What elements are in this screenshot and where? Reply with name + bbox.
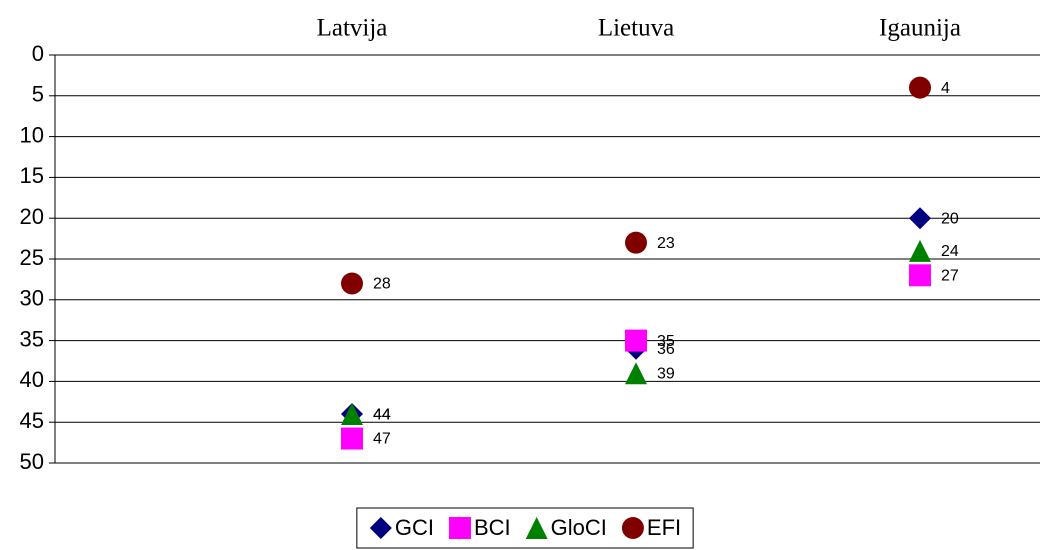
y-tick-label: 5 bbox=[32, 82, 44, 107]
category-label: Latvija bbox=[317, 15, 388, 42]
value-label: 24 bbox=[941, 243, 959, 260]
marker-square bbox=[625, 329, 647, 352]
marker-triangle bbox=[341, 403, 363, 426]
marker-triangle bbox=[525, 517, 548, 539]
y-tick-label: 45 bbox=[20, 408, 44, 433]
value-label: 23 bbox=[657, 235, 675, 252]
value-label: 4 bbox=[941, 80, 950, 97]
legend-label: GCI bbox=[395, 515, 434, 540]
y-tick-label: 20 bbox=[20, 204, 44, 229]
y-tick-label: 15 bbox=[20, 163, 44, 188]
y-tick-label: 0 bbox=[32, 41, 44, 66]
marker-triangle bbox=[909, 239, 931, 262]
marker-circle bbox=[621, 517, 644, 539]
y-tick-label: 25 bbox=[20, 245, 44, 270]
value-label: 39 bbox=[657, 365, 675, 382]
category-label: Lietuva bbox=[598, 15, 674, 42]
y-tick-label: 30 bbox=[20, 286, 44, 311]
marker-square bbox=[341, 427, 363, 450]
y-tick-label: 35 bbox=[20, 326, 44, 351]
value-label: 47 bbox=[373, 431, 391, 448]
category-label: Igaunija bbox=[879, 15, 961, 42]
value-label: 44 bbox=[373, 406, 391, 423]
value-label: 44 bbox=[373, 406, 391, 423]
marker-square bbox=[909, 264, 931, 287]
value-label: 28 bbox=[373, 276, 391, 293]
marker-diamond bbox=[909, 207, 931, 230]
marker-square bbox=[448, 517, 471, 539]
marker-circle bbox=[909, 76, 931, 99]
value-label: 20 bbox=[941, 210, 959, 227]
legend-label: GloCI bbox=[551, 515, 607, 540]
value-label: 35 bbox=[657, 333, 675, 350]
legend: GCI BCI GloCI EFI bbox=[356, 507, 694, 549]
legend-label: EFI bbox=[647, 515, 681, 540]
value-label: 36 bbox=[657, 341, 675, 358]
marker-circle bbox=[625, 231, 647, 254]
y-tick-label: 40 bbox=[20, 367, 44, 392]
y-tick-label: 10 bbox=[20, 122, 44, 147]
y-tick-label: 50 bbox=[20, 449, 44, 474]
value-label: 27 bbox=[941, 268, 959, 285]
marker-triangle bbox=[625, 362, 647, 385]
marker-circle bbox=[341, 272, 363, 295]
marker-diamond bbox=[369, 517, 392, 539]
legend-label: BCI bbox=[474, 515, 511, 540]
